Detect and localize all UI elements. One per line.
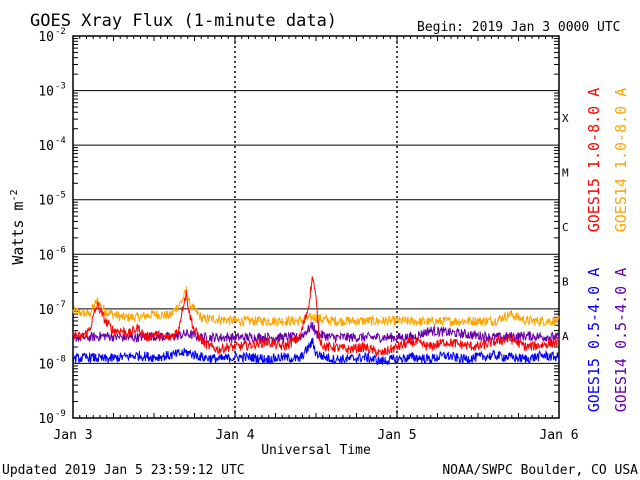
y-tick-exponent: -7 <box>55 300 66 310</box>
y-tick-exponent: -5 <box>55 191 66 201</box>
updated-text: Updated 2019 Jan 5 23:59:12 UTC <box>2 463 245 478</box>
y-tick-labels: 10-210-310-410-510-610-710-810-9 <box>38 27 66 427</box>
legend: GOES15 1.0-8.0 A GOES14 1.0-8.0 A GOES15 0… <box>585 88 630 413</box>
flare-class-label: X <box>562 112 569 125</box>
series-line <box>72 286 560 328</box>
flare-class-label: A <box>562 330 569 343</box>
flare-class-label: B <box>562 276 569 289</box>
series-layer <box>72 276 560 366</box>
grid <box>73 36 559 418</box>
y-tick-label: 10 <box>38 194 54 209</box>
legend-entry: GOES14 0.5-4.0 A <box>612 268 630 413</box>
x-tick-labels: Jan 3 Jan 4 Jan 5 Jan 6 <box>53 428 578 443</box>
x-tick-label: Jan 6 <box>539 428 578 443</box>
credit-text: NOAA/SWPC Boulder, CO USA <box>442 463 638 478</box>
y-axis-label: Watts m-2 <box>9 189 27 264</box>
y-tick-label: 10 <box>38 30 54 45</box>
series-line <box>72 276 560 357</box>
y-tick-exponent: -6 <box>55 245 66 255</box>
flare-class-label: C <box>562 221 569 234</box>
y-axis-label-base: Watts m <box>9 201 27 264</box>
y-tick-label: 10 <box>38 303 54 318</box>
x-tick-label: Jan 4 <box>215 428 254 443</box>
x-axis-label: Universal Time <box>261 443 371 458</box>
minor-ticks <box>72 36 560 418</box>
y-tick-label: 10 <box>38 85 54 100</box>
y-tick-exponent: -2 <box>55 27 66 37</box>
y-tick-exponent: -8 <box>55 354 66 364</box>
y-tick-label: 10 <box>38 248 54 263</box>
y-axis-label-exp: -2 <box>9 189 20 201</box>
y-tick-label: 10 <box>38 357 54 372</box>
y-tick-exponent: -3 <box>55 82 66 92</box>
series-line <box>72 337 560 366</box>
flare-class-label: M <box>562 166 569 179</box>
legend-entry: GOES15 0.5-4.0 A <box>585 268 603 413</box>
y-tick-label: 10 <box>38 139 54 154</box>
y-tick-exponent: -9 <box>55 409 66 419</box>
y-tick-exponent: -4 <box>55 136 66 146</box>
x-tick-label: Jan 3 <box>53 428 92 443</box>
chart-title: GOES Xray Flux (1-minute data) <box>30 11 337 31</box>
y-tick-label: 10 <box>38 412 54 427</box>
legend-entry: GOES15 1.0-8.0 A <box>585 88 603 233</box>
flare-class-labels: X M C B A <box>562 112 569 343</box>
legend-entry: GOES14 1.0-8.0 A <box>612 88 630 233</box>
begin-label: Begin: 2019 Jan 3 0000 UTC <box>417 20 621 35</box>
x-tick-label: Jan 5 <box>377 428 416 443</box>
